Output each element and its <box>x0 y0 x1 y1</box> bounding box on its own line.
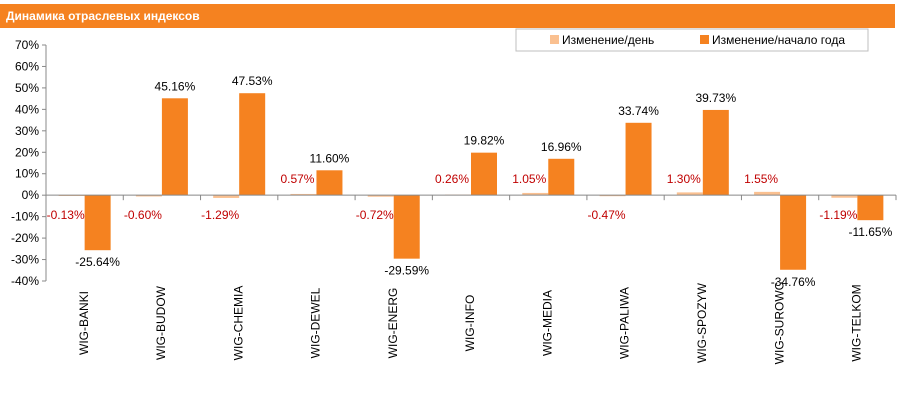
x-category-label: WIG-SUROWC <box>772 281 786 364</box>
bar-ytd-change <box>780 195 807 270</box>
bar-daily-change <box>213 195 240 198</box>
bar-ytd-change <box>84 195 111 251</box>
bar-daily-change <box>367 195 394 197</box>
bar-daily-change <box>135 195 162 197</box>
y-tick-label: 20% <box>15 145 39 159</box>
data-label-daily: 0.26% <box>435 172 469 186</box>
data-label-daily: -0.72% <box>356 208 394 222</box>
data-label-ytd: 47.53% <box>232 74 273 88</box>
legend-label-ytd: Изменение/начало года <box>712 33 845 47</box>
bar-ytd-change <box>316 170 343 196</box>
bars-group <box>58 93 884 270</box>
y-tick-label: -10% <box>11 210 39 224</box>
legend: Изменение/день Изменение/начало года <box>515 28 869 52</box>
x-axis: WIG-BANKI WIG-BUDOW WIG-CHEMIA WIG-DEWEL WIG… <box>45 194 897 364</box>
data-label-ytd: -29.59% <box>384 264 429 278</box>
bar-daily-change <box>522 192 549 196</box>
x-category-label: WIG-BUDOW <box>154 285 168 360</box>
bar-ytd-change <box>393 195 420 259</box>
x-category-label: WIG-PALIWA <box>618 287 632 359</box>
x-category-label: WIG-DEWEL <box>309 287 323 358</box>
data-label-ytd: -25.64% <box>75 255 120 269</box>
x-category-label: WIG-TELKOM <box>850 284 864 361</box>
data-label-daily: -0.60% <box>124 208 162 222</box>
chart-title: Динамика отраслевых индексов <box>0 4 895 28</box>
data-label-ytd: 45.16% <box>155 79 196 93</box>
y-tick-label: -20% <box>11 231 39 245</box>
legend-box <box>515 28 869 52</box>
data-label-daily: -1.19% <box>819 208 857 222</box>
bar-ytd-change <box>548 158 575 196</box>
bar-ytd-change <box>625 122 652 196</box>
legend-swatch-daily <box>550 35 559 44</box>
data-label-ytd: 33.74% <box>618 104 659 118</box>
data-label-ytd: 39.73% <box>695 91 736 105</box>
x-category-label: WIG-BANKI <box>77 291 91 355</box>
data-label-daily: 1.05% <box>512 172 546 186</box>
y-tick-label: 30% <box>15 124 39 138</box>
data-label-daily: -0.47% <box>588 208 626 222</box>
data-labels-group: -0.13% -25.64% -0.60% 45.16% -1.29% 47.53% 0.5… <box>47 74 893 289</box>
legend-swatch-ytd <box>700 35 709 44</box>
data-label-daily: 1.55% <box>744 172 778 186</box>
data-label-ytd: 11.60% <box>310 151 350 165</box>
y-tick-label: 10% <box>15 167 39 181</box>
bar-ytd-change <box>857 195 884 221</box>
y-axis: 70% 60% 50% 40% 30% 20% 10% 0% -10% -20% -30% -40% <box>11 38 47 288</box>
data-label-daily: 0.57% <box>280 172 314 186</box>
legend-label-daily: Изменение/день <box>562 33 654 47</box>
data-label-ytd: 19.82% <box>464 134 505 148</box>
data-label-ytd: 16.96% <box>541 140 582 154</box>
x-category-label: WIG-CHEMIA <box>231 286 245 361</box>
y-tick-label: -30% <box>11 253 39 267</box>
y-tick-label: -40% <box>11 274 39 288</box>
data-label-daily: -1.29% <box>201 208 239 222</box>
bar-ytd-change <box>161 98 188 196</box>
bar-ytd-change <box>702 109 729 196</box>
bar-ytd-change <box>239 93 266 196</box>
y-tick-label: 40% <box>15 102 39 116</box>
y-tick-label: 70% <box>15 38 39 52</box>
x-category-label: WIG-ENERG <box>386 288 400 359</box>
data-label-daily: -0.13% <box>47 208 85 222</box>
bar-daily-change <box>290 193 317 196</box>
data-label-ytd: -11.65% <box>848 225 892 239</box>
bar-daily-change <box>599 195 626 197</box>
bar-daily-change <box>754 191 781 196</box>
bar-daily-change <box>676 192 703 196</box>
y-tick-label: 50% <box>15 81 39 95</box>
y-tick-label: 0% <box>22 188 40 202</box>
y-tick-label: 60% <box>15 59 39 73</box>
data-label-ytd: -34.76% <box>771 275 816 289</box>
bar-ytd-change <box>471 152 497 196</box>
x-category-label: WIG-INFO <box>463 295 477 352</box>
data-label-daily: 1.30% <box>667 172 701 186</box>
bar-daily-change <box>831 195 858 198</box>
x-category-label: WIG-SPOZYW <box>695 282 709 363</box>
x-category-label: WIG-MEDIA <box>540 290 554 356</box>
